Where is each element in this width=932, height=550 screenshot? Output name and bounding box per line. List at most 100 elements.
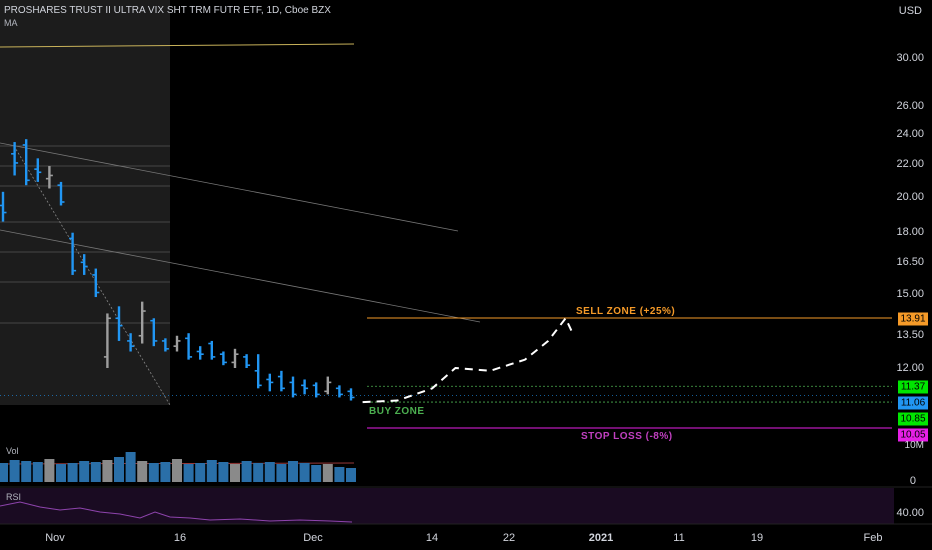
currency-label[interactable]: USD bbox=[898, 5, 922, 17]
volume-bar bbox=[241, 461, 252, 482]
volume-bar bbox=[0, 463, 8, 482]
volume-bar bbox=[148, 463, 159, 482]
buy-bottom-price-tag: 10.85 bbox=[898, 412, 928, 426]
ohlc-bar bbox=[254, 354, 262, 389]
rsi-band bbox=[0, 488, 894, 524]
volume-axis-tick: 10M bbox=[904, 440, 924, 451]
ohlc-bar bbox=[185, 333, 193, 360]
rsi-axis-tick: 40.00 bbox=[896, 507, 924, 519]
ohlc-bar bbox=[34, 158, 42, 182]
volume-bar bbox=[137, 461, 148, 482]
volume-bar bbox=[21, 461, 32, 482]
price-tick: 16.50 bbox=[896, 256, 924, 268]
volume-pane-label[interactable]: Vol bbox=[6, 446, 19, 456]
volume-bar bbox=[114, 457, 124, 482]
rsi-pane-label[interactable]: RSI bbox=[6, 492, 22, 502]
price-tick: 15.00 bbox=[896, 288, 924, 300]
ohlc-bar bbox=[208, 340, 216, 360]
time-tick: 2021 bbox=[588, 532, 614, 544]
ohlc-bar bbox=[80, 254, 88, 275]
projection-path bbox=[362, 316, 573, 404]
volume-bar bbox=[195, 463, 206, 482]
volume-bar bbox=[32, 462, 43, 482]
ohlc-bar bbox=[127, 333, 135, 352]
volume-bar bbox=[230, 464, 240, 482]
time-tick: 11 bbox=[673, 532, 685, 544]
time-tick: 19 bbox=[750, 532, 764, 544]
time-tick: Dec bbox=[303, 532, 323, 544]
stop-loss-price-tag: 10.05 bbox=[898, 428, 928, 442]
volume-bar bbox=[125, 452, 136, 482]
volume-bar bbox=[172, 459, 182, 482]
volume-bar bbox=[79, 461, 90, 482]
ohlc-bar bbox=[173, 335, 181, 352]
volume-bar bbox=[299, 463, 310, 482]
trend-line bbox=[0, 142, 459, 232]
ohlc-bar bbox=[115, 306, 123, 341]
ohlc-bar bbox=[69, 232, 77, 275]
ohlc-bar bbox=[219, 351, 227, 366]
volume-bar bbox=[264, 462, 275, 482]
volume-bar bbox=[288, 461, 298, 482]
sell-zone-label: SELL ZONE (+25%) bbox=[576, 306, 676, 317]
volume-bar bbox=[206, 460, 217, 482]
volume-bar bbox=[311, 465, 322, 482]
price-tick: 18.00 bbox=[896, 226, 924, 238]
sell-price-tag: 13.91 bbox=[898, 312, 928, 326]
volume-bar bbox=[334, 467, 345, 482]
rsi-axis-tick: 0 bbox=[909, 475, 916, 487]
time-tick: 16 bbox=[173, 532, 187, 544]
ohlc-bar bbox=[243, 354, 251, 368]
time-tick: 14 bbox=[425, 532, 439, 544]
ohlc-bar bbox=[196, 346, 204, 360]
ohlc-bar bbox=[45, 166, 53, 189]
volume-bar bbox=[44, 459, 55, 482]
price-tick: 22.00 bbox=[896, 158, 924, 170]
volume-bar bbox=[160, 462, 171, 482]
volume-bar bbox=[102, 460, 113, 482]
price-tick: 20.00 bbox=[896, 191, 924, 203]
volume-bar bbox=[56, 464, 66, 482]
price-tick: 13.50 bbox=[896, 329, 924, 341]
ohlc-bar bbox=[161, 338, 169, 352]
volume-bar bbox=[276, 464, 287, 482]
ma-indicator-label[interactable]: MA bbox=[4, 18, 18, 28]
ohlc-bar bbox=[138, 301, 146, 344]
ohlc-bar bbox=[324, 376, 332, 395]
ohlc-bar bbox=[22, 139, 30, 186]
ohlc-bar bbox=[301, 379, 309, 395]
ohlc-bar bbox=[57, 181, 65, 206]
ohlc-bar bbox=[0, 191, 7, 222]
volume-bar bbox=[90, 462, 101, 482]
ohlc-bar bbox=[277, 370, 285, 392]
ohlc-bar bbox=[335, 385, 343, 398]
symbol-title[interactable]: PROSHARES TRUST II ULTRA VIX SHT TRM FUT… bbox=[4, 5, 331, 16]
time-tick: 22 bbox=[502, 532, 516, 544]
volume-bar bbox=[9, 460, 20, 482]
ohlc-bar bbox=[103, 313, 111, 368]
price-tick: 30.00 bbox=[896, 52, 924, 64]
buy-top-price-tag: 11.37 bbox=[898, 380, 928, 394]
range-highlight bbox=[0, 0, 170, 405]
price-tick: 24.00 bbox=[896, 128, 924, 140]
ohlc-bar bbox=[266, 373, 274, 392]
rsi-line bbox=[0, 501, 353, 523]
volume-bar bbox=[322, 464, 333, 482]
volume-bar bbox=[253, 463, 264, 482]
time-tick: Nov bbox=[45, 532, 65, 544]
ohlc-bar bbox=[150, 318, 158, 347]
ohlc-bar bbox=[11, 142, 19, 176]
stop-loss-label: STOP LOSS (-8%) bbox=[581, 431, 673, 442]
ma-line bbox=[0, 43, 355, 48]
ohlc-bar bbox=[312, 382, 320, 398]
price-tick: 26.00 bbox=[896, 100, 924, 112]
time-tick: Feb bbox=[863, 532, 883, 544]
volume-bar bbox=[183, 464, 194, 482]
last-price-tag: 11.06 bbox=[898, 396, 928, 410]
trend-line bbox=[0, 229, 481, 323]
buy-zone-label: BUY ZONE bbox=[369, 406, 425, 417]
volume-bar bbox=[346, 468, 356, 482]
ohlc-bar bbox=[92, 268, 100, 298]
ohlc-bar bbox=[289, 376, 297, 398]
